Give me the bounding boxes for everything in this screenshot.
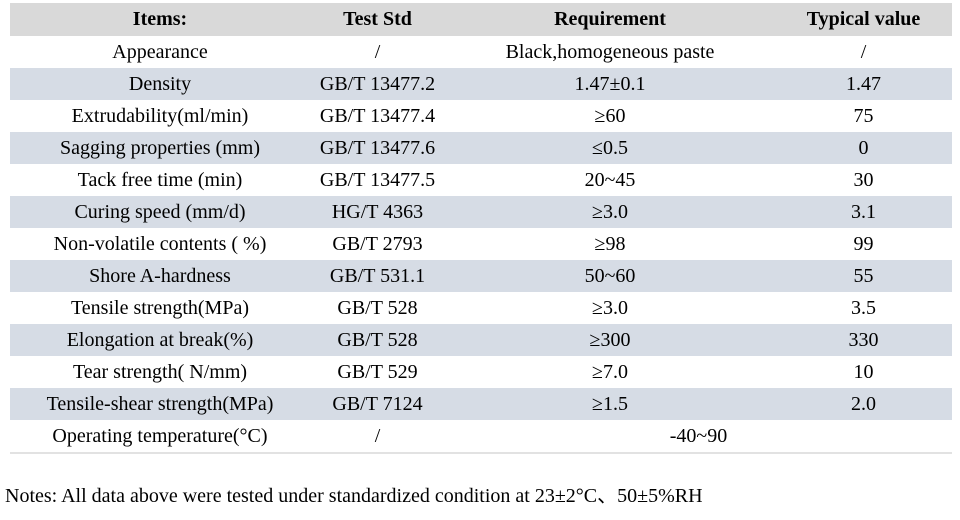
- test-std-cell: GB/T 13477.4: [310, 100, 445, 132]
- table-row: Tensile-shear strength(MPa) GB/T 7124 ≥1.5…: [10, 388, 952, 420]
- test-std-cell: /: [310, 420, 445, 453]
- requirement-cell: ≥98: [445, 228, 775, 260]
- table-row: Elongation at break(%) GB/T 528 ≥300 330: [10, 324, 952, 356]
- test-std-cell: GB/T 528: [310, 324, 445, 356]
- item-cell: Appearance: [10, 36, 310, 68]
- header-row: Items: Test Std Requirement Typical valu…: [10, 3, 952, 36]
- header-test-std: Test Std: [310, 3, 445, 36]
- header-requirement: Requirement: [445, 3, 775, 36]
- test-std-cell: HG/T 4363: [310, 196, 445, 228]
- requirement-cell: ≥3.0: [445, 196, 775, 228]
- item-cell: Extrudability(ml/min): [10, 100, 310, 132]
- typical-value-cell: 2.0: [775, 388, 952, 420]
- typical-value-cell: 3.5: [775, 292, 952, 324]
- table-row: Tack free time (min) GB/T 13477.5 20~45 30: [10, 164, 952, 196]
- requirement-cell: 1.47±0.1: [445, 68, 775, 100]
- item-cell: Density: [10, 68, 310, 100]
- test-std-cell: GB/T 529: [310, 356, 445, 388]
- requirement-cell: ≥1.5: [445, 388, 775, 420]
- test-std-cell: GB/T 528: [310, 292, 445, 324]
- table-row: Sagging properties (mm) GB/T 13477.6 ≤0.5 0: [10, 132, 952, 164]
- test-std-cell: GB/T 13477.6: [310, 132, 445, 164]
- item-cell: Elongation at break(%): [10, 324, 310, 356]
- typical-value-cell: 55: [775, 260, 952, 292]
- requirement-cell: ≥3.0: [445, 292, 775, 324]
- requirement-cell: -40~90: [445, 420, 952, 453]
- typical-value-cell: 1.47: [775, 68, 952, 100]
- typical-value-cell: 75: [775, 100, 952, 132]
- requirement-cell: Black,homogeneous paste: [445, 36, 775, 68]
- item-cell: Tensile-shear strength(MPa): [10, 388, 310, 420]
- typical-value-cell: 330: [775, 324, 952, 356]
- header-typical-value: Typical value: [775, 3, 952, 36]
- test-std-cell: GB/T 7124: [310, 388, 445, 420]
- requirement-cell: ≥7.0: [445, 356, 775, 388]
- requirement-cell: ≥300: [445, 324, 775, 356]
- item-cell: Non-volatile contents ( %): [10, 228, 310, 260]
- requirement-cell: ≤0.5: [445, 132, 775, 164]
- header-items: Items:: [10, 3, 310, 36]
- requirement-cell: 50~60: [445, 260, 775, 292]
- table-row: Tear strength( N/mm) GB/T 529 ≥7.0 10: [10, 356, 952, 388]
- requirement-cell: ≥60: [445, 100, 775, 132]
- spec-table: Items: Test Std Requirement Typical valu…: [10, 3, 952, 454]
- table-row: Density GB/T 13477.2 1.47±0.1 1.47: [10, 68, 952, 100]
- typical-value-cell: 30: [775, 164, 952, 196]
- item-cell: Shore A-hardness: [10, 260, 310, 292]
- test-std-cell: GB/T 531.1: [310, 260, 445, 292]
- typical-value-cell: 10: [775, 356, 952, 388]
- item-cell: Tear strength( N/mm): [10, 356, 310, 388]
- typical-value-cell: 3.1: [775, 196, 952, 228]
- test-std-cell: GB/T 2793: [310, 228, 445, 260]
- table-row: Non-volatile contents ( %) GB/T 2793 ≥98 99: [10, 228, 952, 260]
- table-row: Operating temperature(°C) / -40~90: [10, 420, 952, 453]
- test-std-cell: GB/T 13477.5: [310, 164, 445, 196]
- table-row: Shore A-hardness GB/T 531.1 50~60 55: [10, 260, 952, 292]
- item-cell: Tack free time (min): [10, 164, 310, 196]
- table-row: Extrudability(ml/min) GB/T 13477.4 ≥60 75: [10, 100, 952, 132]
- item-cell: Curing speed (mm/d): [10, 196, 310, 228]
- item-cell: Tensile strength(MPa): [10, 292, 310, 324]
- test-std-cell: GB/T 13477.2: [310, 68, 445, 100]
- typical-value-cell: 0: [775, 132, 952, 164]
- notes-text: Notes: All data above were tested under …: [5, 485, 703, 507]
- typical-value-cell: 99: [775, 228, 952, 260]
- typical-value-cell: /: [775, 36, 952, 68]
- table-row: Curing speed (mm/d) HG/T 4363 ≥3.0 3.1: [10, 196, 952, 228]
- item-cell: Operating temperature(°C): [10, 420, 310, 453]
- requirement-cell: 20~45: [445, 164, 775, 196]
- table-row: Appearance / Black,homogeneous paste /: [10, 36, 952, 68]
- item-cell: Sagging properties (mm): [10, 132, 310, 164]
- test-std-cell: /: [310, 36, 445, 68]
- table-row: Tensile strength(MPa) GB/T 528 ≥3.0 3.5: [10, 292, 952, 324]
